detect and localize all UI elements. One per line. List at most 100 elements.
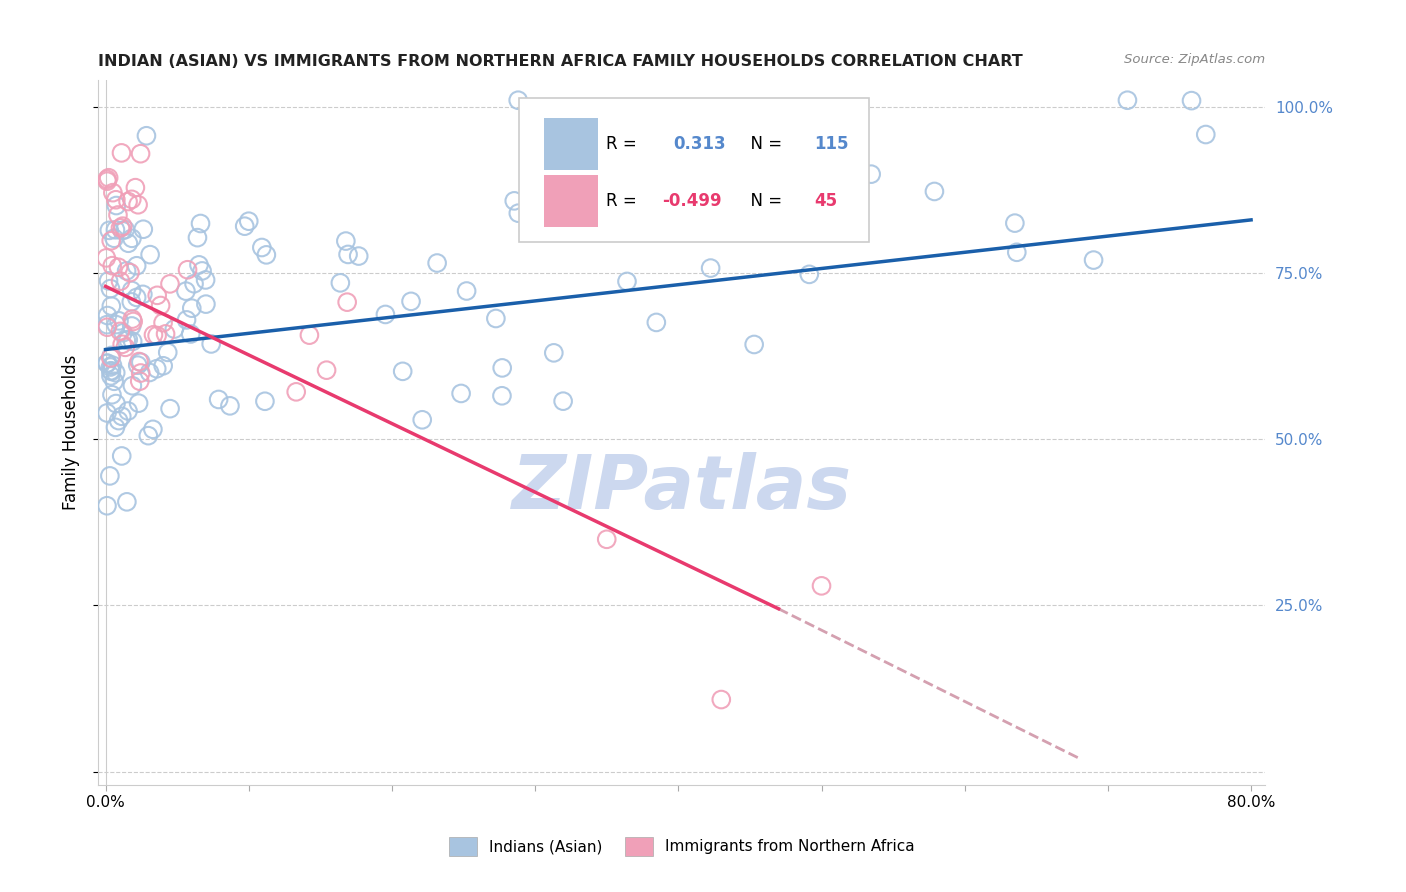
Point [1116, 93, 1139, 107]
Point [96, 251, 118, 265]
Text: R =: R = [606, 192, 643, 210]
Point [742, 337, 765, 351]
Point [194, 273, 217, 287]
FancyBboxPatch shape [544, 119, 598, 170]
Point [96, 356, 118, 370]
Point [111, 449, 134, 463]
Point [129, 146, 152, 161]
Point [121, 318, 143, 333]
Point [96, 309, 118, 323]
Point [156, 345, 179, 359]
Point [553, 394, 575, 409]
Point [111, 337, 134, 351]
Point [128, 354, 150, 368]
Point [97, 274, 120, 288]
Point [149, 298, 172, 312]
Text: N =: N = [741, 135, 787, 153]
Point [114, 340, 136, 354]
Point [138, 366, 160, 380]
Point [111, 224, 134, 238]
Point [100, 299, 122, 313]
Point [96, 356, 118, 370]
Point [335, 234, 357, 248]
Point [100, 234, 122, 248]
Point [142, 422, 165, 436]
Point [254, 248, 277, 262]
Point [391, 364, 413, 378]
Text: N =: N = [741, 192, 787, 210]
Point [105, 198, 128, 212]
Point [96, 320, 118, 334]
Text: ZIPatlas: ZIPatlas [512, 452, 852, 525]
Point [111, 409, 134, 424]
Point [1083, 253, 1105, 268]
Point [135, 128, 157, 143]
Point [107, 414, 129, 428]
Point [128, 374, 150, 388]
Point [503, 194, 526, 208]
Point [347, 249, 370, 263]
Point [485, 311, 508, 326]
Point [110, 325, 132, 339]
Point [97, 170, 120, 185]
Point [207, 392, 229, 407]
Point [146, 288, 169, 302]
Point [188, 258, 211, 272]
Point [121, 378, 143, 392]
Point [96, 172, 118, 186]
Point [117, 236, 139, 251]
Point [129, 355, 152, 369]
Point [1004, 216, 1026, 230]
Point [100, 282, 122, 296]
Point [100, 364, 122, 378]
Point [103, 374, 125, 388]
Text: 115: 115 [814, 135, 848, 153]
Point [127, 358, 149, 372]
Point [114, 222, 136, 236]
Point [111, 219, 134, 234]
Point [136, 428, 159, 442]
Point [399, 294, 422, 309]
Point [543, 346, 565, 360]
Point [107, 208, 129, 222]
Point [122, 314, 145, 328]
Point [337, 247, 360, 261]
Point [596, 533, 619, 547]
Point [107, 260, 129, 275]
Text: -0.499: -0.499 [662, 192, 721, 210]
Point [100, 349, 122, 363]
Point [101, 259, 124, 273]
Point [411, 413, 433, 427]
Point [163, 322, 186, 336]
Point [110, 274, 132, 288]
Point [96, 318, 118, 332]
Point [1005, 245, 1028, 260]
Point [132, 222, 155, 236]
Point [104, 366, 127, 380]
Point [191, 264, 214, 278]
Point [101, 388, 124, 402]
Point [860, 167, 883, 181]
Point [100, 359, 122, 374]
FancyBboxPatch shape [544, 175, 598, 227]
Point [159, 277, 181, 291]
Point [253, 394, 276, 409]
Point [508, 206, 530, 220]
Point [645, 315, 668, 329]
Point [1195, 128, 1218, 142]
Point [250, 240, 273, 254]
Point [329, 276, 352, 290]
Text: 45: 45 [814, 192, 837, 210]
Point [426, 256, 449, 270]
Point [152, 359, 174, 373]
Point [710, 692, 733, 706]
Point [103, 231, 125, 245]
Point [298, 328, 321, 343]
Point [129, 366, 152, 380]
Point [121, 231, 143, 245]
Point [315, 363, 337, 377]
Point [115, 264, 138, 278]
Point [121, 284, 143, 298]
Point [139, 247, 162, 261]
Point [104, 223, 127, 237]
